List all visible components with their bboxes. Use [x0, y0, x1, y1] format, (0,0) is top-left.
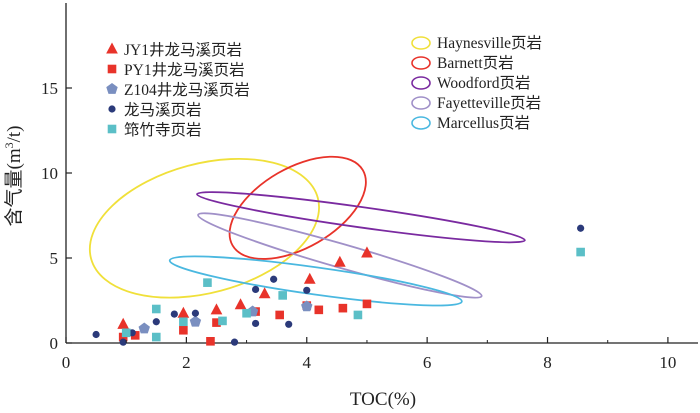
point-py1 — [212, 318, 221, 327]
point-longmaxi — [152, 318, 160, 326]
y-tick-label: 10 — [41, 164, 58, 183]
legend-label-fayetteville: Fayetteville页岩 — [437, 94, 541, 112]
point-qiongzhusi — [576, 247, 585, 257]
ellipse-layer — [88, 155, 526, 307]
point-jy1 — [210, 303, 223, 315]
legend-label-woodford: Woodford页岩 — [437, 74, 530, 92]
y-tick-label: 5 — [50, 249, 59, 268]
ellipse-woodford — [196, 191, 526, 244]
legend-ellipse-marcellus — [411, 116, 431, 130]
ellipse-marcellus — [168, 255, 463, 307]
y-tick-label: 0 — [50, 334, 59, 353]
legend-label-haynesville: Haynesville页岩 — [437, 34, 542, 52]
legend-marker-qiongzhusi — [107, 124, 117, 134]
legend-marker-longmaxi — [108, 105, 116, 113]
point-longmaxi — [303, 286, 311, 294]
point-longmaxi — [252, 319, 260, 328]
point-qiongzhusi — [121, 328, 131, 338]
point-py1 — [275, 310, 284, 320]
point-z104 — [301, 300, 313, 312]
ellipse-haynesville — [88, 157, 320, 299]
point-longmaxi — [577, 224, 585, 232]
legend-marker-jy1 — [106, 42, 118, 54]
legend-label-marcellus: Marcellus页岩 — [437, 114, 530, 132]
ticks-layer: 0 2 4 6 8 10 0 5 10 15 — [41, 79, 676, 372]
point-qiongzhusi — [278, 291, 287, 300]
point-longmaxi — [230, 338, 239, 346]
x-tick-label: 10 — [659, 353, 676, 372]
y-axis-title: 含气量(m3/t) — [2, 126, 25, 227]
point-longmaxi — [170, 310, 178, 318]
legend-ellipse-fayetteville — [411, 96, 431, 110]
points-layer — [92, 224, 585, 346]
legend-label-barnett: Barnett页岩 — [437, 54, 514, 72]
legend-label-jy1: JY1井龙马溪页岩 — [124, 41, 242, 59]
x-tick-label: 2 — [182, 353, 191, 372]
point-qiongzhusi — [242, 308, 251, 318]
x-tick-label: 0 — [62, 353, 71, 372]
point-py1 — [179, 325, 188, 335]
point-longmaxi — [119, 338, 127, 346]
point-jy1 — [258, 287, 271, 299]
point-z104 — [138, 322, 150, 334]
point-longmaxi — [270, 275, 278, 283]
ellipse-barnett — [228, 155, 367, 260]
point-qiongzhusi — [151, 332, 161, 342]
point-jy1 — [234, 298, 247, 310]
point-qiongzhusi — [203, 278, 212, 287]
legend-label-py1: PY1井龙马溪页岩 — [124, 61, 245, 79]
point-longmaxi — [92, 330, 100, 339]
legend-label-z104: Z104井龙马溪页岩 — [124, 81, 250, 99]
point-z104 — [189, 315, 202, 327]
point-jy1 — [117, 317, 130, 329]
legend-ellipse-barnett — [411, 56, 431, 70]
point-longmaxi — [285, 320, 293, 328]
legend-ellipse-haynesville — [411, 36, 431, 50]
point-jy1 — [334, 255, 346, 267]
point-py1 — [130, 331, 140, 340]
point-qiongzhusi — [218, 316, 227, 326]
point-qiongzhusi — [179, 317, 188, 327]
x-tick-label: 4 — [303, 353, 312, 372]
point-jy1 — [303, 272, 316, 284]
legend-label-longmaxi: 龙马溪页岩 — [124, 101, 202, 119]
point-jy1 — [361, 246, 373, 258]
legend-marker-py1 — [107, 64, 117, 74]
point-py1 — [338, 303, 348, 313]
x-tick-label: 6 — [423, 353, 432, 372]
ellipse-fayetteville — [197, 212, 483, 299]
point-py1 — [206, 337, 215, 346]
legend-marker-z104 — [106, 83, 118, 94]
point-jy1 — [177, 306, 190, 318]
point-qiongzhusi — [353, 310, 363, 320]
point-py1 — [314, 305, 324, 315]
legend-ellipse-woodford — [411, 76, 431, 90]
point-py1 — [362, 299, 372, 309]
legend-label-qiongzhusi: 筇竹寺页岩 — [124, 121, 202, 139]
x-axis-title: TOC(%) — [350, 389, 416, 410]
point-longmaxi — [252, 285, 260, 294]
point-qiongzhusi — [151, 304, 161, 314]
x-tick-label: 8 — [543, 353, 552, 372]
y-tick-label: 15 — [41, 79, 58, 98]
point-longmaxi — [191, 309, 200, 317]
